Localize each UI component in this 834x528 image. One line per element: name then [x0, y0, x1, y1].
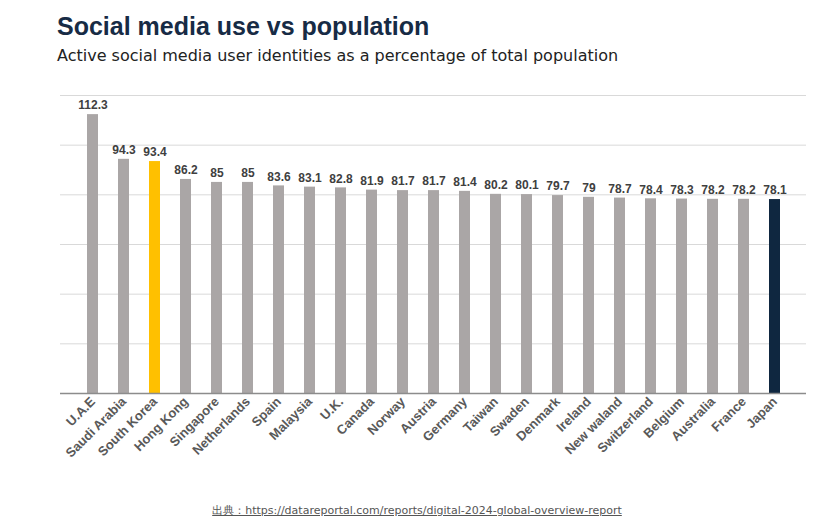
svg-text:Malaysia: Malaysia	[266, 393, 315, 442]
svg-text:Denmark: Denmark	[513, 393, 563, 443]
svg-text:79: 79	[582, 181, 596, 195]
svg-text:78.3: 78.3	[670, 183, 694, 197]
svg-text:Belgium: Belgium	[640, 394, 688, 441]
svg-text:Singapore: Singapore	[166, 394, 223, 450]
svg-text:Spain: Spain	[248, 394, 285, 430]
svg-text:New waland: New waland	[561, 394, 626, 458]
svg-text:U.K.: U.K.	[317, 394, 347, 423]
svg-text:82.8: 82.8	[329, 172, 353, 186]
svg-text:79.7: 79.7	[546, 179, 570, 193]
svg-text:83.6: 83.6	[267, 170, 291, 184]
svg-text:81.7: 81.7	[391, 174, 415, 188]
html-text:Active social media user ident: Active social media user identities as a…	[57, 46, 619, 65]
html-text:出典：https://datareportal.com/re: 出典：https://datareportal.com/reports/digi…	[212, 504, 622, 517]
svg-text:Taiwan: Taiwan	[460, 394, 502, 435]
svg-text:85: 85	[210, 166, 224, 180]
html-text:Social media use vs population: Social media use vs population	[57, 12, 430, 40]
svg-text:Swaden: Swaden	[486, 394, 533, 440]
svg-text:Japan: Japan	[743, 394, 780, 431]
svg-text:80.1: 80.1	[515, 178, 539, 192]
svg-text:Canada: Canada	[333, 394, 378, 438]
svg-text:81.9: 81.9	[360, 174, 384, 188]
svg-text:U.A.E: U.A.E	[62, 394, 99, 430]
svg-text:Saudi Arabia: Saudi Arabia	[62, 394, 130, 461]
svg-text:Austria: Austria	[396, 394, 440, 437]
svg-text:80.2: 80.2	[484, 178, 508, 192]
svg-text:94.3: 94.3	[112, 143, 136, 157]
svg-text:78.1: 78.1	[763, 183, 787, 197]
svg-text:78.7: 78.7	[608, 182, 632, 196]
svg-text:86.2: 86.2	[174, 163, 198, 177]
svg-text:78.2: 78.2	[701, 183, 725, 197]
svg-text:Hong Kong: Hong Kong	[130, 394, 192, 455]
svg-text:81.7: 81.7	[422, 174, 446, 188]
svg-text:South Korea: South Korea	[94, 394, 161, 460]
svg-text:Ireland: Ireland	[553, 394, 595, 435]
svg-text:Netherlands: Netherlands	[189, 394, 253, 458]
svg-text:Germany: Germany	[420, 393, 471, 444]
svg-text:93.4: 93.4	[143, 145, 167, 159]
svg-text:Norway: Norway	[364, 394, 409, 438]
svg-text:France: France	[708, 394, 749, 435]
svg-text:Switzerland: Switzerland	[594, 394, 657, 456]
svg-text:112.3: 112.3	[78, 98, 108, 112]
svg-text:83.1: 83.1	[298, 171, 322, 185]
svg-text:78.4: 78.4	[639, 183, 663, 197]
svg-text:Australia: Australia	[668, 393, 718, 443]
svg-text:78.2: 78.2	[732, 183, 756, 197]
svg-text:85: 85	[241, 166, 255, 180]
svg-text:81.4: 81.4	[453, 175, 477, 189]
